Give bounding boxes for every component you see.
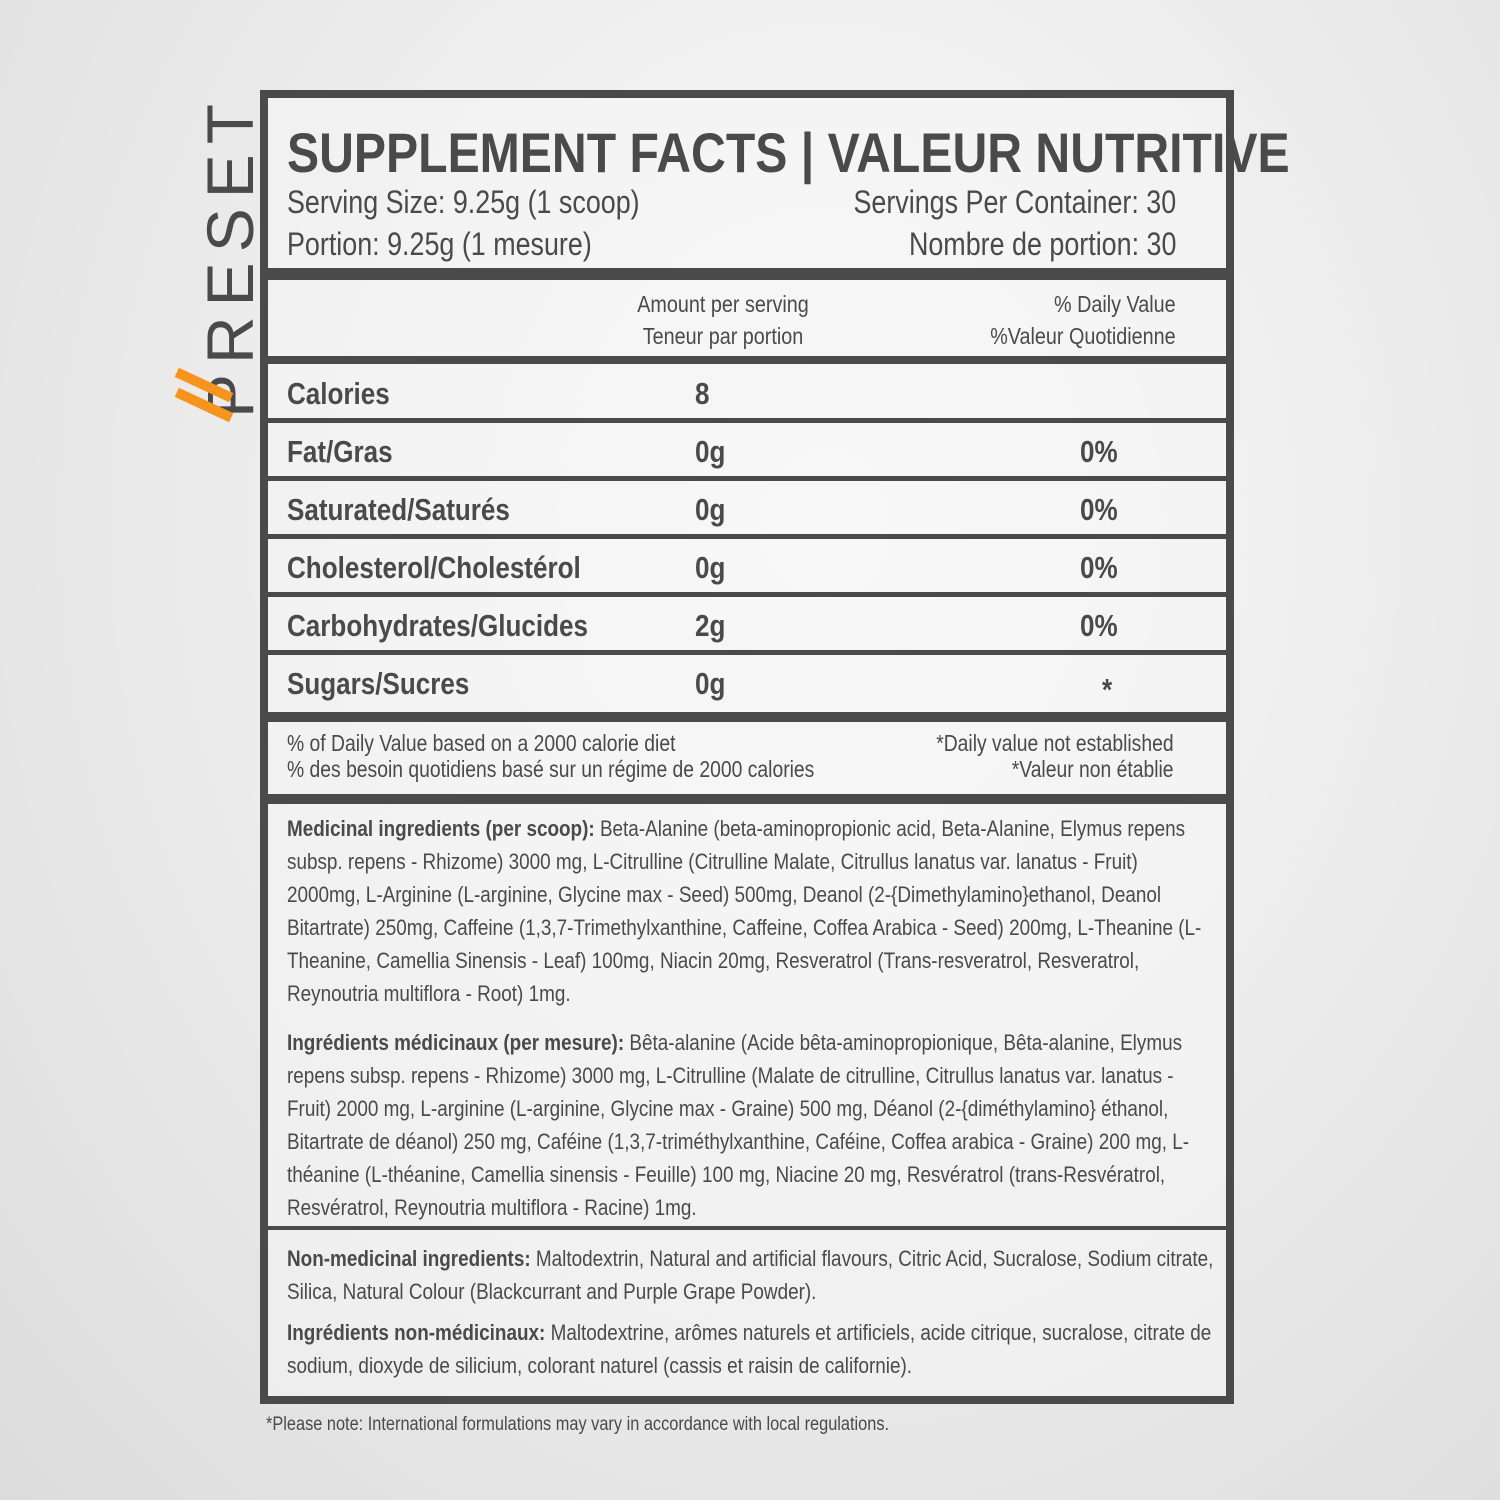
brand-name: PRESET: [193, 93, 267, 418]
divider: [268, 268, 1226, 280]
label: Ingrédients non-médicinaux:: [287, 1320, 546, 1345]
text: Bêta-alanine (Acide bêta-aminopropioniqu…: [287, 1030, 1190, 1220]
label: Medicinal ingredients (per scoop):: [287, 816, 595, 841]
nutrient-amount: 0g: [695, 550, 726, 585]
divider: [268, 712, 1226, 722]
divider: [268, 356, 1226, 364]
footnote-right: *Daily value not established *Valeur non…: [937, 730, 1174, 782]
footnote-right-fr: *Valeur non établie: [1012, 756, 1174, 782]
dv-header-fr: %Valeur Quotidienne: [990, 323, 1176, 349]
nutrient-amount: 0g: [695, 434, 726, 469]
nutrient-name: Carbohydrates/Glucides: [287, 608, 589, 643]
nutrient-daily-value: 0%: [1080, 434, 1118, 469]
nutrient-daily-value: 0%: [1080, 492, 1118, 527]
nutrient-name: Sugars/Sucres: [287, 666, 470, 701]
nombre-portion: Nombre de portion: 30: [908, 226, 1176, 262]
nutrient-daily-value: *: [1102, 672, 1113, 707]
amount-header-fr: Teneur par portion: [642, 323, 804, 349]
nutrient-daily-value: 0%: [1080, 608, 1118, 643]
nutrient-amount: 2g: [695, 608, 726, 643]
footnote-right-en: *Daily value not established: [936, 730, 1174, 756]
text: Maltodextrin, Natural and artificial fla…: [287, 1246, 1214, 1304]
nutrient-amount: 0g: [695, 666, 726, 701]
nutrient-name: Saturated/Saturés: [287, 492, 510, 527]
nutrient-name: Fat/Gras: [287, 434, 393, 469]
label: Ingrédients médicinaux (per mesure):: [287, 1030, 625, 1055]
amount-column-header: Amount per serving Teneur par portion: [616, 288, 831, 352]
text: Maltodextrine, arômes naturels et artifi…: [287, 1320, 1212, 1378]
nutrient-name: Cholesterol/Cholestérol: [287, 550, 581, 585]
non-medicinal-ingredients-fr: Ingrédients non-médicinaux: Maltodextrin…: [287, 1316, 1214, 1382]
divider: [268, 1226, 1226, 1230]
divider: [268, 794, 1226, 804]
divider: [268, 418, 1226, 423]
divider: [268, 534, 1226, 539]
divider: [268, 476, 1226, 481]
medicinal-ingredients-fr: Ingrédients médicinaux (per mesure): Bêt…: [287, 1026, 1214, 1224]
non-medicinal-ingredients-en: Non-medicinal ingredients: Maltodextrin,…: [287, 1242, 1214, 1308]
formulation-note: *Please note: International formulations…: [266, 1414, 890, 1435]
divider: [268, 650, 1226, 655]
nutrient-name: Calories: [287, 376, 390, 411]
brand-logo: PRESET: [150, 90, 267, 430]
label: Non-medicinal ingredients:: [287, 1246, 531, 1271]
servings-per-container: Servings Per Container: 30: [853, 184, 1176, 220]
amount-header-en: Amount per serving: [637, 291, 809, 317]
nutrient-daily-value: 0%: [1080, 550, 1118, 585]
footnote-left-en: % of Daily Value based on a 2000 calorie…: [287, 730, 676, 756]
dv-column-header: % Daily Value %Valeur Quotidienne: [991, 288, 1176, 352]
medicinal-ingredients-en: Medicinal ingredients (per scoop): Beta-…: [287, 812, 1214, 1010]
divider: [268, 592, 1226, 597]
panel-title: SUPPLEMENT FACTS | VALEUR NUTRITIVE: [287, 121, 1290, 184]
supplement-facts-panel: SUPPLEMENT FACTS | VALEUR NUTRITIVE Serv…: [260, 90, 1290, 1404]
text: Beta-Alanine (beta-aminopropionic acid, …: [287, 816, 1202, 1006]
serving-size: Serving Size: 9.25g (1 scoop): [287, 184, 640, 220]
nutrient-amount: 8: [695, 376, 710, 411]
footnote-left: % of Daily Value based on a 2000 calorie…: [287, 730, 814, 782]
portion: Portion: 9.25g (1 mesure): [287, 226, 592, 262]
nutrient-amount: 0g: [695, 492, 726, 527]
dv-header-en: % Daily Value: [1054, 291, 1176, 317]
footnote-left-fr: % des besoin quotidiens basé sur un régi…: [287, 756, 815, 782]
